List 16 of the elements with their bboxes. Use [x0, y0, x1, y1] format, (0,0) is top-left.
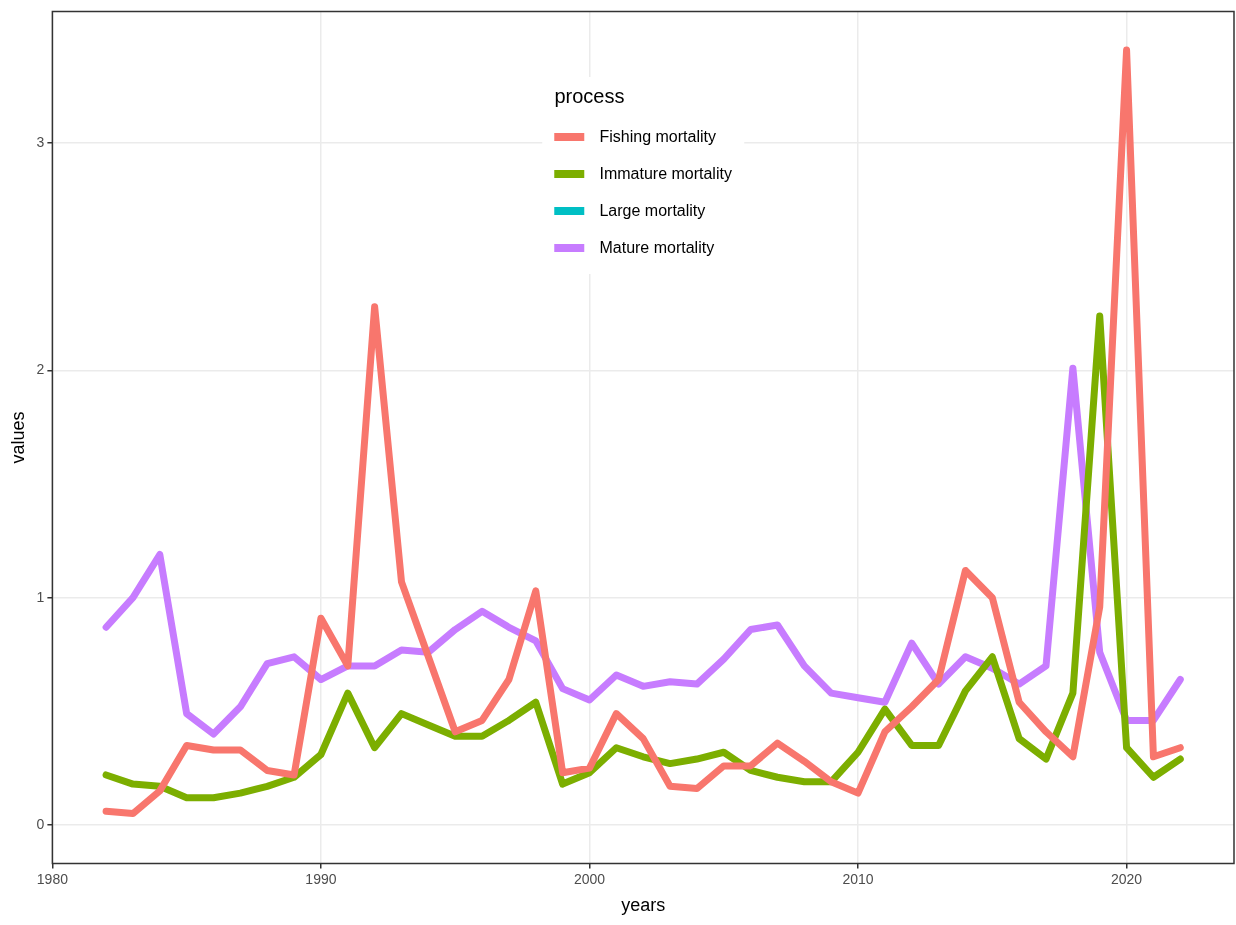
x-tick-label: 2000: [573, 870, 606, 887]
x-axis-title: years: [621, 895, 666, 916]
x-tick-label: 2020: [1111, 870, 1143, 887]
legend-title: process: [554, 85, 626, 109]
y-tick-label: 1: [36, 588, 45, 605]
y-tick-label: 0: [36, 815, 45, 832]
legend-label: Large mortality: [599, 201, 706, 220]
x-tick-label: 2010: [842, 870, 874, 887]
x-tick-label: 1990: [305, 870, 337, 887]
legend-label: Fishing mortality: [599, 127, 716, 146]
x-tick-label: 1980: [36, 870, 69, 887]
y-axis-title: values: [7, 411, 28, 464]
y-tick-label: 3: [36, 134, 45, 151]
legend-label: Mature mortality: [599, 238, 715, 257]
y-tick-label: 2: [36, 361, 45, 378]
legend-label: Immature mortality: [599, 164, 732, 183]
